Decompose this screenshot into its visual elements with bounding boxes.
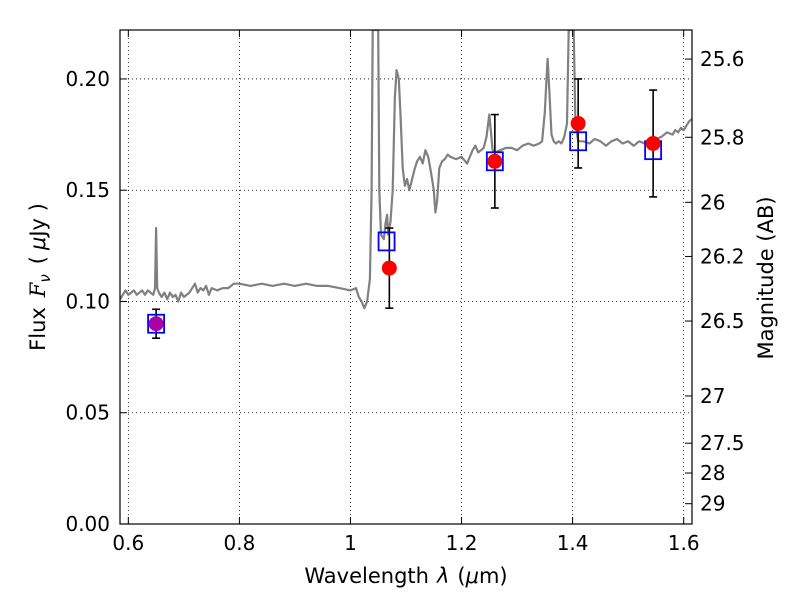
x-axis-label-unit-open: ( [457,564,465,588]
x-axis-label-unit-mu: μ [465,564,479,588]
y-tick-label: 0.20 [65,67,110,91]
x-axis-label-unit-rest: m) [479,564,508,588]
y-axis-label-unit-mu: μ [26,237,50,251]
y-tick-label: 0.10 [65,289,110,313]
mag-tick-label: 25.8 [700,125,745,149]
y-axis-label-symbol: F [26,281,50,298]
model-photometry-square [569,131,588,152]
x-tick-label: 1.4 [557,531,589,555]
observed-point [381,260,397,276]
y-tick-label: 0.15 [65,178,110,202]
axis-ticks [120,30,692,525]
x-tick-label: 1.6 [668,531,700,555]
observed-point [487,153,503,169]
mag-tick-label: 26 [700,190,725,214]
y-axis-label-unit-rest: Jy ) [26,203,50,239]
y-axis-label-text: Flux [26,307,50,351]
mag-tick-label: 25.6 [700,47,745,71]
y-tick-label: 0.05 [65,401,110,425]
model-photometry-square [147,313,165,334]
x-tick-label: 1 [344,531,357,555]
model-photometry-square [485,151,504,172]
x-axis-label-symbol: λ [436,564,449,588]
y2-axis-label: Magnitude (AB) [754,196,778,359]
x-axis-label: Wavelength λ (μm) [304,564,507,588]
observed-point [645,135,661,151]
x-tick-label: 0.6 [112,531,144,555]
observed-point [570,115,586,131]
mag-tick-label: 27.5 [700,431,745,455]
model-photometry-square [377,231,396,252]
spectrum-line [120,30,692,310]
mag-tick-label: 26.2 [700,244,745,268]
mag-tick-label: 27 [700,384,725,408]
mag-tick-label: 26.5 [700,309,745,333]
y-axis-label: Flux Fν ( μJy ) [26,203,54,351]
y-tick-label: 0.00 [65,512,110,536]
y-axis-label-unit-open: ( [26,256,50,264]
axis-tick-labels: 0.6 0.8 1 1.2 1.4 1.6 0.00 0.05 0.10 0.15 0.20 25.6… [65,47,744,555]
x-tick-label: 1.2 [446,531,478,555]
x-tick-label: 0.8 [223,531,255,555]
plot-frame [119,29,693,525]
y-axis-label-subscript: ν [36,274,54,282]
observed-photometry-markers [148,115,661,332]
model-photometry-markers [147,131,663,334]
observed-point [148,316,164,332]
mag-tick-label: 29 [700,492,725,516]
mag-tick-label: 28 [700,461,725,485]
x-axis-label-text: Wavelength [304,564,429,588]
